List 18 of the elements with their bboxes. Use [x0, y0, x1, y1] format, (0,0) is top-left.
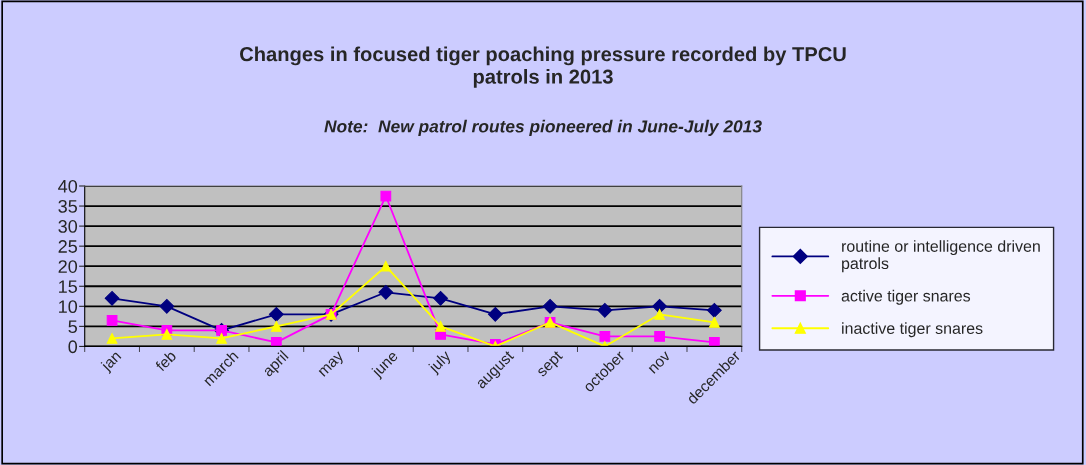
y-tick-label: 35 — [58, 199, 78, 213]
legend-label: active tiger snares — [841, 289, 971, 305]
x-tick-label: feb — [154, 349, 177, 372]
y-tick-label: 30 — [58, 220, 78, 233]
x-tick-label: jan — [99, 349, 124, 374]
chart-title: Changes in focused tiger poaching pressure recorded by TPCU patrols in 2013 — [240, 46, 846, 88]
y-tick-label: 20 — [58, 260, 78, 273]
y-tick-label: 0 — [68, 340, 78, 354]
chart-subtitle: Note: New patrol routes pioneered in June-July 2013 — [324, 119, 762, 136]
y-tick-label: 15 — [59, 280, 78, 293]
x-tick-label: nov — [648, 351, 672, 374]
y-tick-label: 5 — [68, 320, 78, 334]
legend-label: routine or intelligence driven patrols — [842, 240, 1040, 273]
legend-label: inactive tiger snares — [842, 322, 983, 338]
y-tick-label: 10 — [59, 300, 78, 314]
y-tick-label: 25 — [58, 240, 78, 253]
y-tick-label: 40 — [58, 179, 78, 193]
x-tick-label: july — [427, 349, 454, 376]
